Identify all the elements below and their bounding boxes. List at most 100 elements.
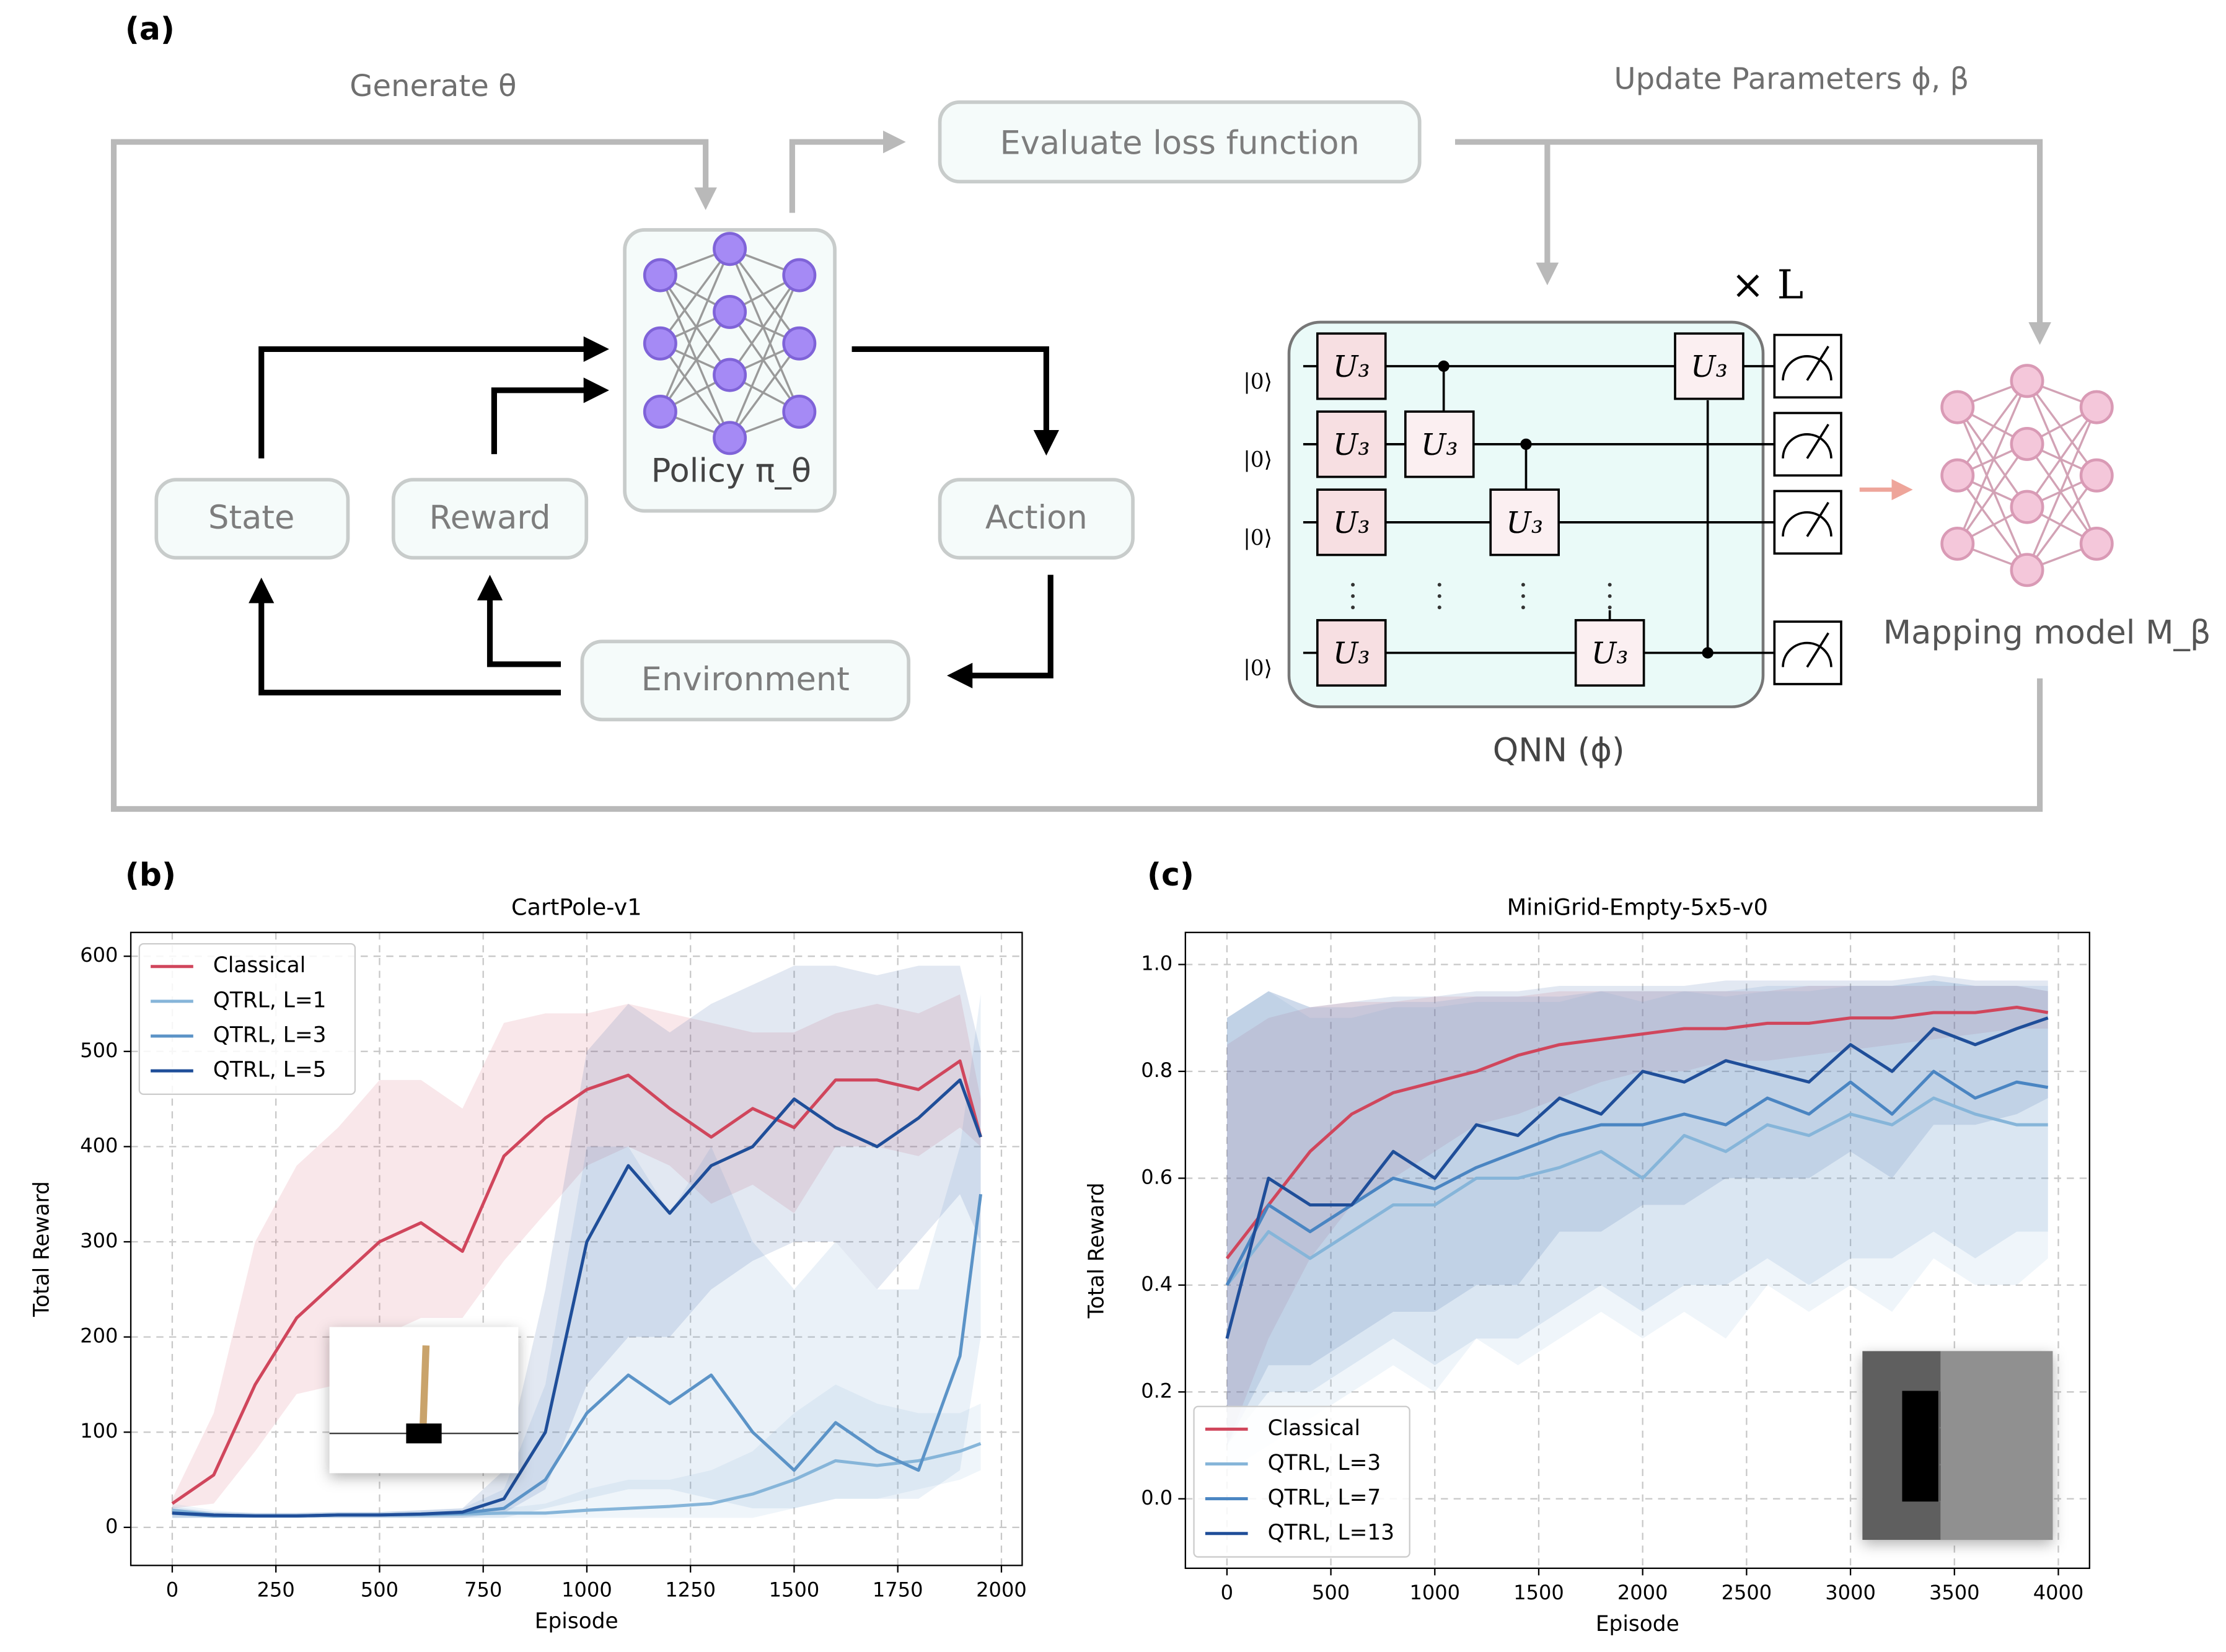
edge: [2026, 380, 2098, 545]
arrow: [477, 574, 561, 667]
node: [2010, 490, 2044, 524]
edge: [2026, 406, 2098, 571]
x-tick-label: 2000: [976, 1578, 1027, 1602]
edge: [1956, 475, 2028, 571]
arrow: [851, 346, 1059, 456]
y-axis-label: Total Reward: [1084, 1182, 1109, 1319]
node: [643, 394, 677, 429]
node: [782, 258, 817, 292]
measure-needle: [1806, 423, 1829, 459]
ket: |0⟩: [1243, 525, 1272, 550]
x-tick-label: 3000: [1825, 1581, 1876, 1604]
y-tick-label: 0.4: [1141, 1272, 1172, 1296]
measure-needle: [1806, 345, 1829, 381]
ellipsis-dot: [1521, 582, 1525, 587]
band: [1226, 975, 2048, 1446]
edge: [729, 275, 801, 439]
line: [171, 1059, 982, 1505]
ellipsis-dot: [1608, 605, 1612, 610]
circuit: |0⟩ |0⟩ |0⟩ |0⟩ U₃ U₃ U₃ U₃ U₃ U₃ U₃ U₃: [1243, 332, 1842, 687]
edge: [659, 311, 731, 413]
line: [172, 1078, 982, 1518]
band: [172, 994, 981, 1509]
measure: [1773, 620, 1842, 685]
label: Environment: [641, 661, 850, 698]
chart-title: MiniGrid-Empty-5x5-v0: [1507, 894, 1768, 920]
x-tick-label: 500: [1312, 1581, 1350, 1604]
node: [782, 326, 817, 361]
arrow: [249, 578, 561, 696]
gate-label: U₃: [1333, 636, 1370, 671]
ket: |0⟩: [1243, 369, 1272, 394]
y-tick-label: 300: [80, 1229, 118, 1252]
y-tick-label: 100: [80, 1419, 118, 1443]
gate-label: U₃: [1333, 506, 1370, 540]
x-tick-label: 2500: [1722, 1581, 1772, 1604]
ellipsis-dot: [1437, 594, 1441, 598]
legend-label: QTRL, L=7: [1268, 1485, 1381, 1510]
gate-label: U₃: [1591, 636, 1629, 671]
gate: [1574, 619, 1645, 687]
band: [172, 994, 981, 1518]
measure: [1773, 333, 1842, 399]
measure-needle: [1806, 632, 1829, 668]
action-box: [938, 478, 1135, 560]
cart: [406, 1423, 442, 1444]
edge: [2026, 475, 2098, 571]
label: QNN (ϕ): [1493, 732, 1625, 770]
node: [2010, 364, 2044, 398]
arrow: [789, 130, 906, 213]
y-axis-label: Total Reward: [30, 1181, 55, 1317]
inset-bg: [1940, 1351, 2053, 1540]
line: [1225, 1096, 2048, 1286]
x-tick-label: 4000: [2033, 1581, 2084, 1604]
edge: [2026, 380, 2098, 477]
band: [1226, 980, 2048, 1446]
legend-label: Classical: [213, 953, 306, 978]
gate-label: U₃: [1691, 349, 1728, 384]
node: [643, 326, 677, 361]
ellipsis-dot: [1521, 605, 1525, 610]
y-tick-label: 0.0: [1141, 1486, 1172, 1509]
y-tick-label: 1.0: [1141, 952, 1172, 975]
y-tick-label: 0.8: [1141, 1058, 1172, 1082]
node: [713, 421, 747, 455]
edge: [659, 275, 731, 376]
measure-arc: [1782, 355, 1832, 380]
gate-label: U₃: [1506, 506, 1543, 540]
label: × L: [1731, 261, 1804, 308]
ket: |0⟩: [1243, 656, 1272, 681]
x-tick-label: 1000: [561, 1578, 612, 1602]
ellipsis-dot: [1608, 582, 1612, 587]
x-tick-label: 1250: [665, 1578, 716, 1602]
measure: [1773, 411, 1842, 477]
mapping-net: [1940, 364, 2114, 587]
x-tick-label: 500: [361, 1578, 398, 1602]
node: [2010, 553, 2044, 587]
control-dot: [1702, 647, 1713, 659]
x-tick-label: 0: [1221, 1581, 1233, 1604]
environment-box: [580, 639, 911, 722]
label: State: [208, 499, 294, 537]
policy-net: [643, 232, 817, 455]
node: [1940, 526, 1975, 561]
ket: |0⟩: [1243, 447, 1272, 472]
control-dot: [1520, 438, 1532, 450]
x-tick-label: 1500: [1513, 1581, 1564, 1604]
node: [643, 258, 677, 292]
edge: [1956, 406, 2028, 571]
y-tick-label: 0.6: [1141, 1165, 1172, 1188]
edge: [659, 248, 731, 413]
edge: [2026, 443, 2098, 545]
x-tick-label: 2000: [1617, 1581, 1668, 1604]
label: Reward: [429, 499, 550, 537]
edge: [1956, 406, 2028, 508]
panel-label: (a): [125, 11, 175, 47]
gate: [1674, 332, 1744, 400]
arrow: [258, 336, 609, 459]
panel-a: (a) Generate θ Update Parameters ϕ, β Ev…: [110, 11, 2211, 812]
gate: [1316, 410, 1387, 478]
node: [1940, 390, 1975, 424]
legend-label: QTRL, L=3: [1268, 1451, 1381, 1475]
label: Policy π_θ: [651, 452, 811, 490]
